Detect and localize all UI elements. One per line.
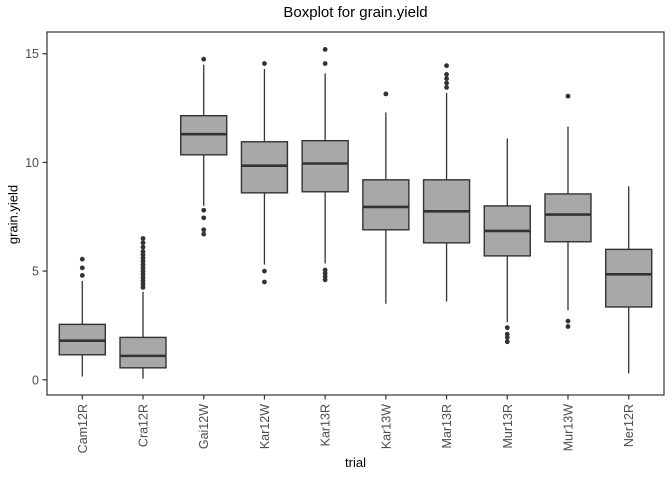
x-tick-label: Ner12R [622, 404, 636, 447]
x-tick-label: Mar13R [440, 404, 454, 448]
outlier-point [79, 265, 85, 271]
x-tick-label: Kar13W [379, 404, 393, 449]
y-axis-title: grain.yield [5, 184, 21, 245]
outlier-point [201, 227, 207, 233]
outlier-point [201, 56, 207, 62]
outlier-point [565, 324, 571, 329]
outlier-point [201, 231, 207, 237]
outlier-point [444, 71, 449, 77]
outlier-point [140, 249, 146, 254]
box-Kar13R [301, 139, 349, 193]
outlier-point [504, 325, 510, 331]
outlier-point [322, 277, 328, 283]
x-tick-label: Mur13W [561, 404, 575, 451]
outlier-point [79, 256, 85, 262]
outlier-point [140, 244, 146, 250]
outlier-point [322, 61, 328, 66]
outlier-point [201, 215, 207, 221]
x-tick-label: Cra12R [137, 404, 151, 447]
outlier-point [444, 80, 449, 86]
box-Mur13W [544, 193, 592, 243]
x-tick-label: Cam12R [76, 404, 90, 453]
x-tick-label: Kar13R [319, 404, 333, 446]
box-Ner12R [605, 248, 653, 308]
outlier-point [444, 76, 449, 82]
outlier-point [444, 63, 449, 69]
x-tick-label: Gai12W [197, 404, 211, 449]
x-tick-label: Mur13R [501, 404, 515, 448]
x-tick-label: Kar12W [258, 404, 272, 449]
outlier-point [322, 46, 328, 52]
box-Kar12W [240, 141, 289, 194]
outlier-point [79, 273, 85, 278]
outlier-point [140, 236, 146, 241]
y-tick-label: 15 [25, 47, 39, 61]
outlier-point [565, 93, 571, 99]
chart-title: Boxplot for grain.yield [283, 4, 428, 21]
x-axis-title: trial [345, 455, 366, 470]
y-tick-label: 5 [32, 265, 39, 279]
outlier-point [565, 318, 571, 324]
y-tick-label: 0 [32, 373, 39, 387]
outlier-point [201, 207, 207, 213]
outlier-point [504, 334, 510, 340]
outlier-point [383, 91, 389, 97]
outlier-point [504, 339, 510, 345]
y-tick-label: 10 [25, 156, 39, 170]
outlier-point [444, 85, 449, 90]
box-Cra12R [119, 336, 167, 369]
outlier-point [262, 279, 267, 285]
outlier-point [262, 61, 267, 66]
outlier-point [140, 240, 146, 246]
outlier-point [262, 268, 267, 274]
box-Kar13W [362, 179, 410, 231]
